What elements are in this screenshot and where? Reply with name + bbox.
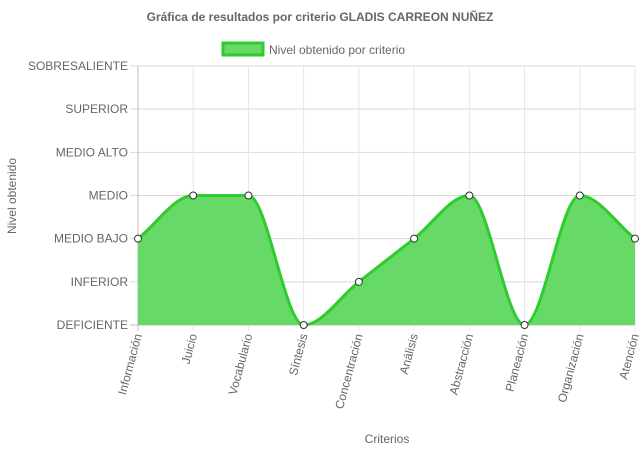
y-tick-label: SUPERIOR (65, 102, 128, 116)
legend-swatch (221, 41, 265, 57)
data-point[interactable] (134, 234, 142, 243)
x-tick-label: Juicio (179, 332, 201, 366)
series-layer (134, 191, 639, 329)
x-tick-label: Análisis (397, 332, 421, 376)
data-point[interactable] (354, 277, 363, 286)
x-tick-label: Síntesis (286, 332, 311, 377)
data-point[interactable] (631, 234, 639, 243)
data-point[interactable] (244, 191, 253, 200)
x-axis-ticks: Información Juicio Vocabulario Síntesis Conc… (115, 332, 639, 411)
data-point[interactable] (410, 234, 419, 243)
y-tick-label: DEFICIENTE (57, 318, 128, 332)
x-tick-label: Abstracción (446, 332, 476, 396)
series-area (138, 195, 635, 325)
series-line (137, 193, 636, 327)
legend-label: Nivel obtenido por criterio (269, 43, 405, 57)
x-axis-title: Criterios (365, 432, 410, 446)
y-tick-label: MEDIO ALTO (56, 145, 128, 159)
data-point[interactable] (189, 191, 198, 200)
x-tick-label: Planeación (503, 332, 532, 393)
data-point[interactable] (575, 191, 584, 200)
y-axis-title: Nivel obtenido (5, 158, 19, 234)
data-point[interactable] (465, 191, 474, 200)
x-tick-label: Información (115, 332, 145, 396)
x-tick-label: Vocabulario (226, 332, 256, 397)
y-tick-label: MEDIO BAJO (54, 232, 128, 246)
chart-title: Gráfica de resultados por criterio GLADI… (147, 9, 494, 24)
data-point[interactable] (520, 321, 529, 329)
y-tick-label: MEDIO (89, 189, 128, 203)
y-tick-label: SOBRESALIENTE (28, 59, 128, 73)
legend[interactable]: Nivel obtenido por criterio (221, 41, 405, 57)
data-point[interactable] (299, 321, 308, 329)
x-tick-label: Organización (555, 332, 587, 404)
x-tick-label: Concentración (332, 332, 366, 410)
y-tick-label: INFERIOR (71, 275, 129, 289)
x-tick-label: Atención (616, 332, 639, 381)
y-axis-ticks: DEFICIENTE INFERIOR MEDIO BAJO MEDIO MEDIO A… (28, 59, 128, 332)
